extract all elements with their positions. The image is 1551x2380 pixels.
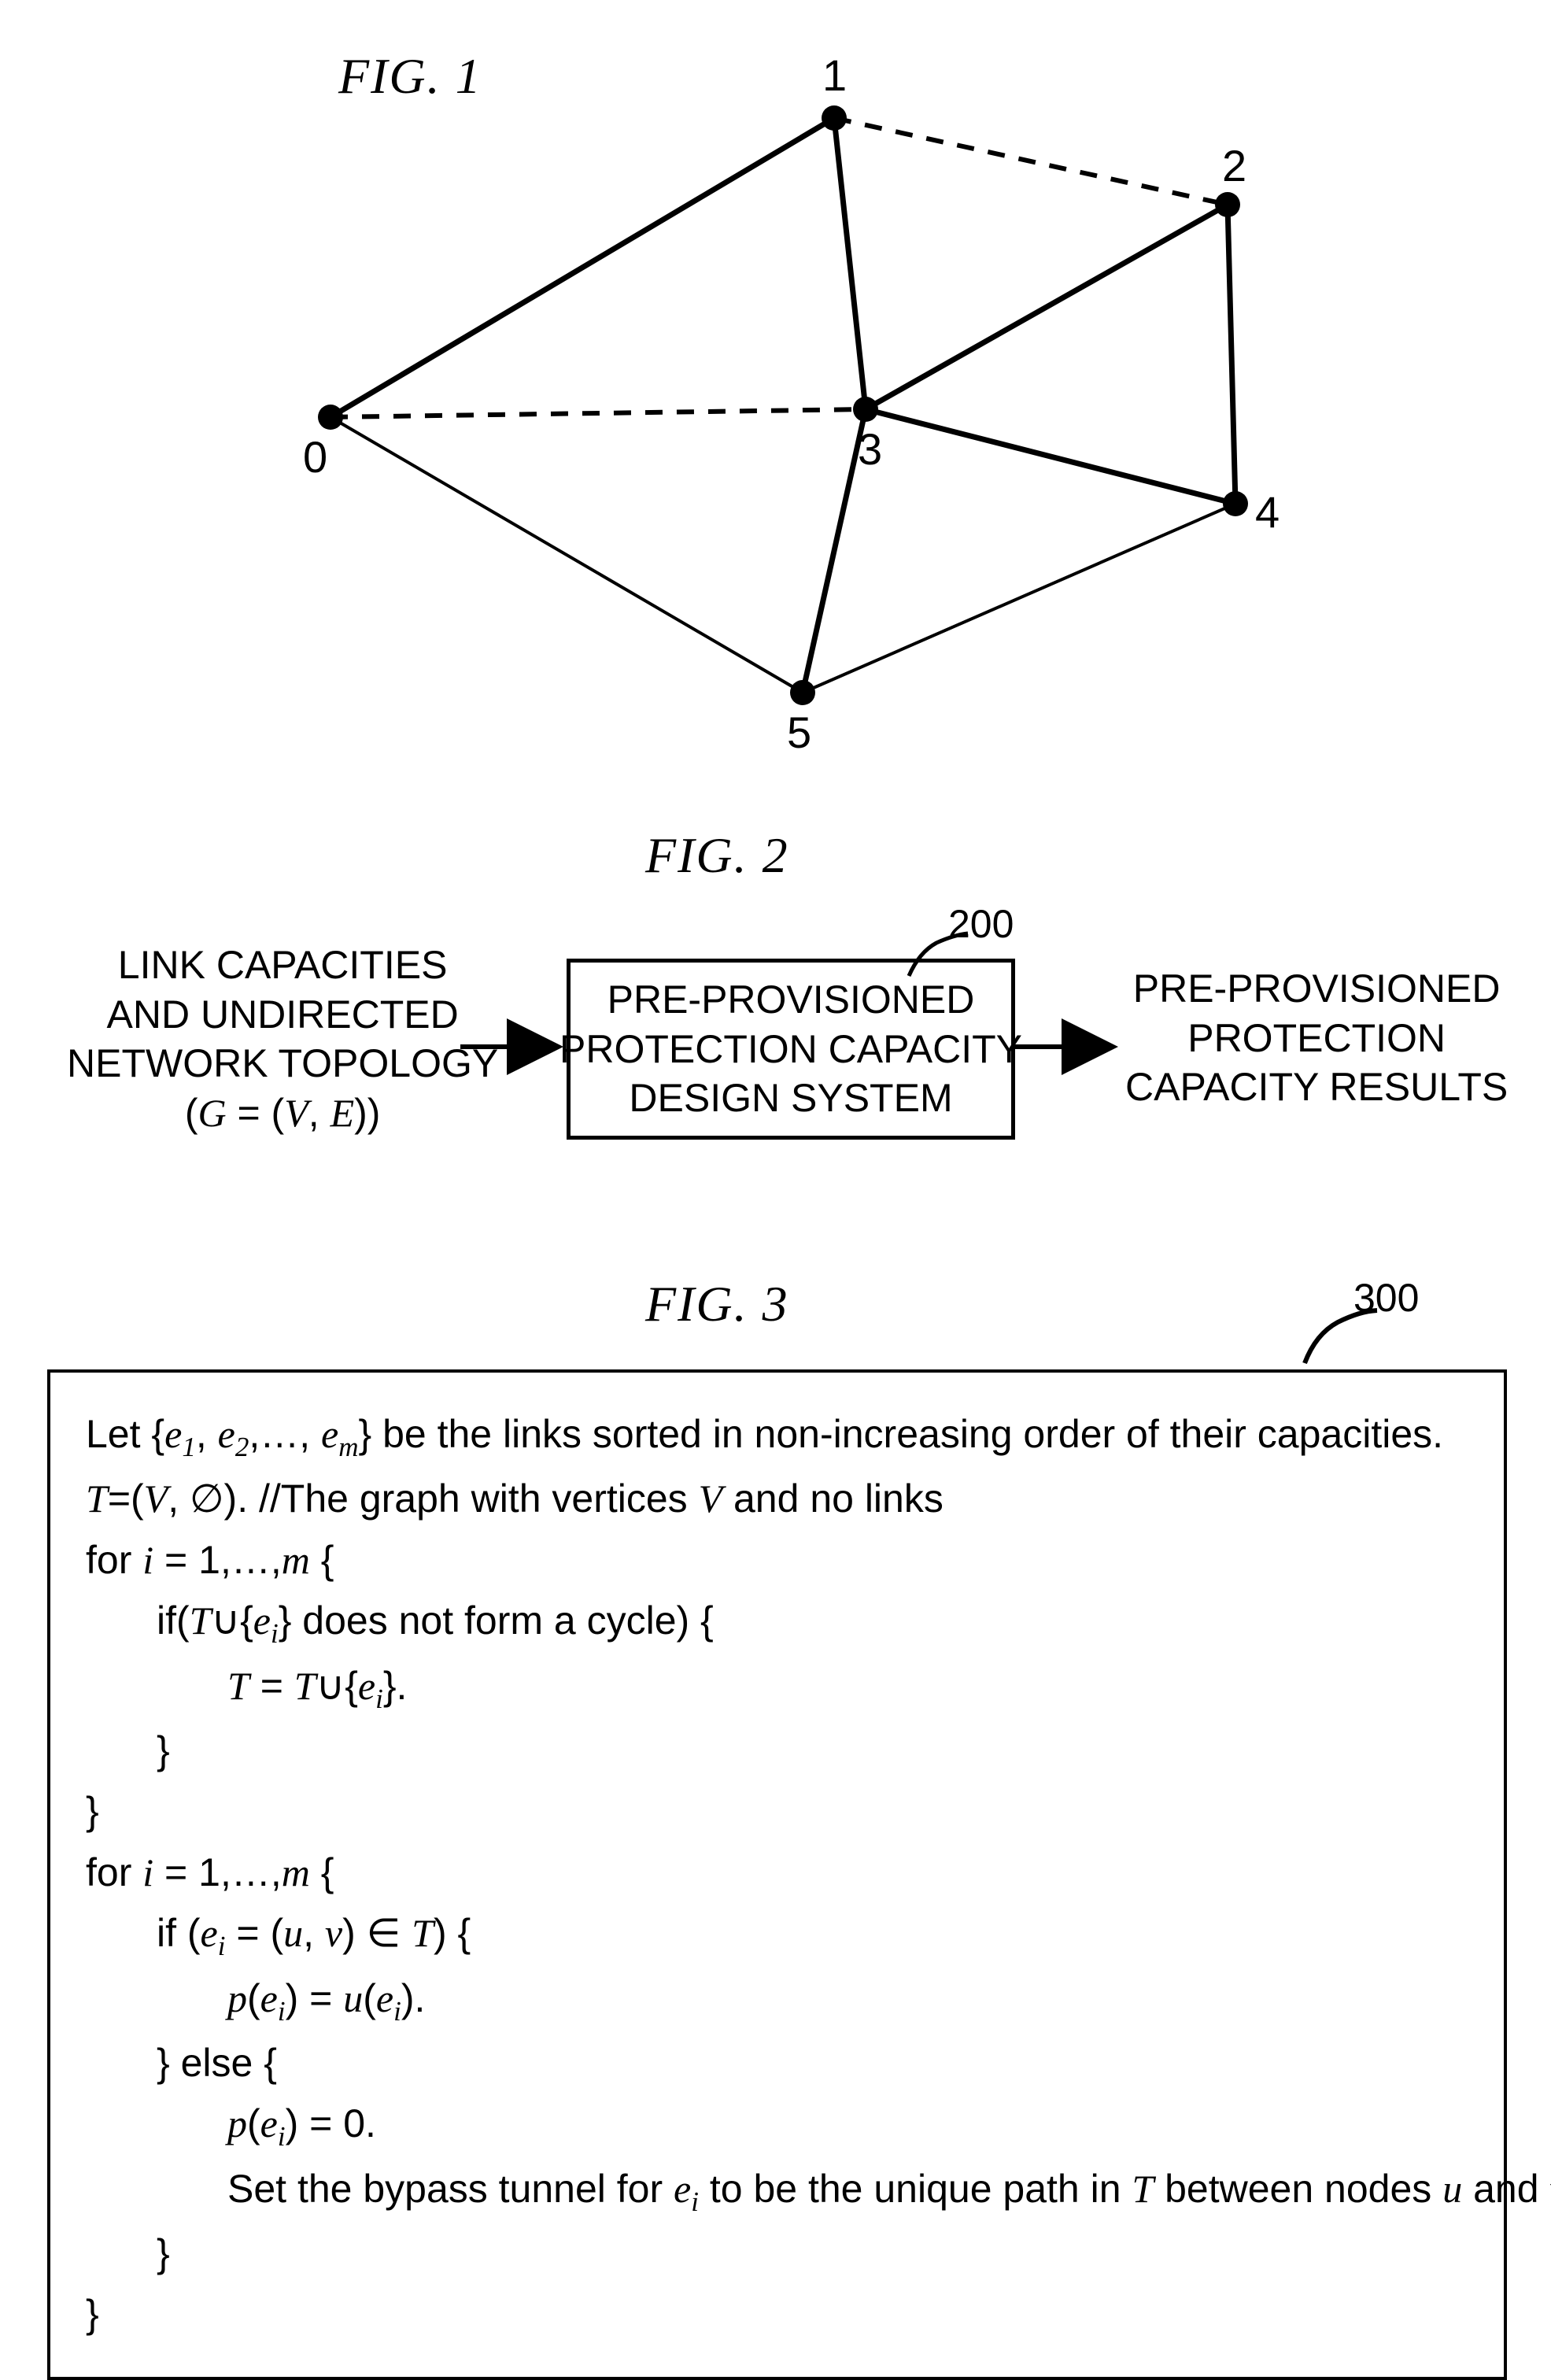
- algo-line: }: [86, 1720, 1468, 1782]
- algo-line: for i = 1,…,m {: [86, 1530, 1468, 1591]
- algo-line: Set the bypass tunnel for ei to be the u…: [86, 2159, 1468, 2223]
- algo-line: Let {e1, e2,…, em} be the links sorted i…: [86, 1404, 1468, 1469]
- algo-line: T=(V, ∅). //The graph with vertices V an…: [86, 1469, 1468, 1530]
- algo-line: }: [86, 2284, 1468, 2345]
- algo-line: for i = 1,…,m {: [86, 1842, 1468, 1904]
- fig3-title: FIG. 3: [645, 1275, 789, 1333]
- fig3-algorithm-box: Let {e1, e2,…, em} be the links sorted i…: [47, 1369, 1507, 2380]
- algo-line: } else {: [86, 2033, 1468, 2094]
- algo-line: p(ei) = 0.: [86, 2094, 1468, 2158]
- algo-line: T = T∪{ei}.: [86, 1656, 1468, 1720]
- fig3-ref-label: 300: [1353, 1275, 1419, 1321]
- algo-line: if(T∪{ei} does not form a cycle) {: [86, 1591, 1468, 1655]
- algo-line: }: [86, 1781, 1468, 1842]
- algo-line: p(ei) = u(ei).: [86, 1968, 1468, 2033]
- algo-line: }: [86, 2223, 1468, 2285]
- algo-line: if (ei = (u, v) ∈ T) {: [86, 1903, 1468, 1968]
- fig2-arrows: [0, 0, 1551, 1259]
- page: FIG. 1 012345 FIG. 2 200 LINK CAPACITIES…: [0, 0, 1551, 2310]
